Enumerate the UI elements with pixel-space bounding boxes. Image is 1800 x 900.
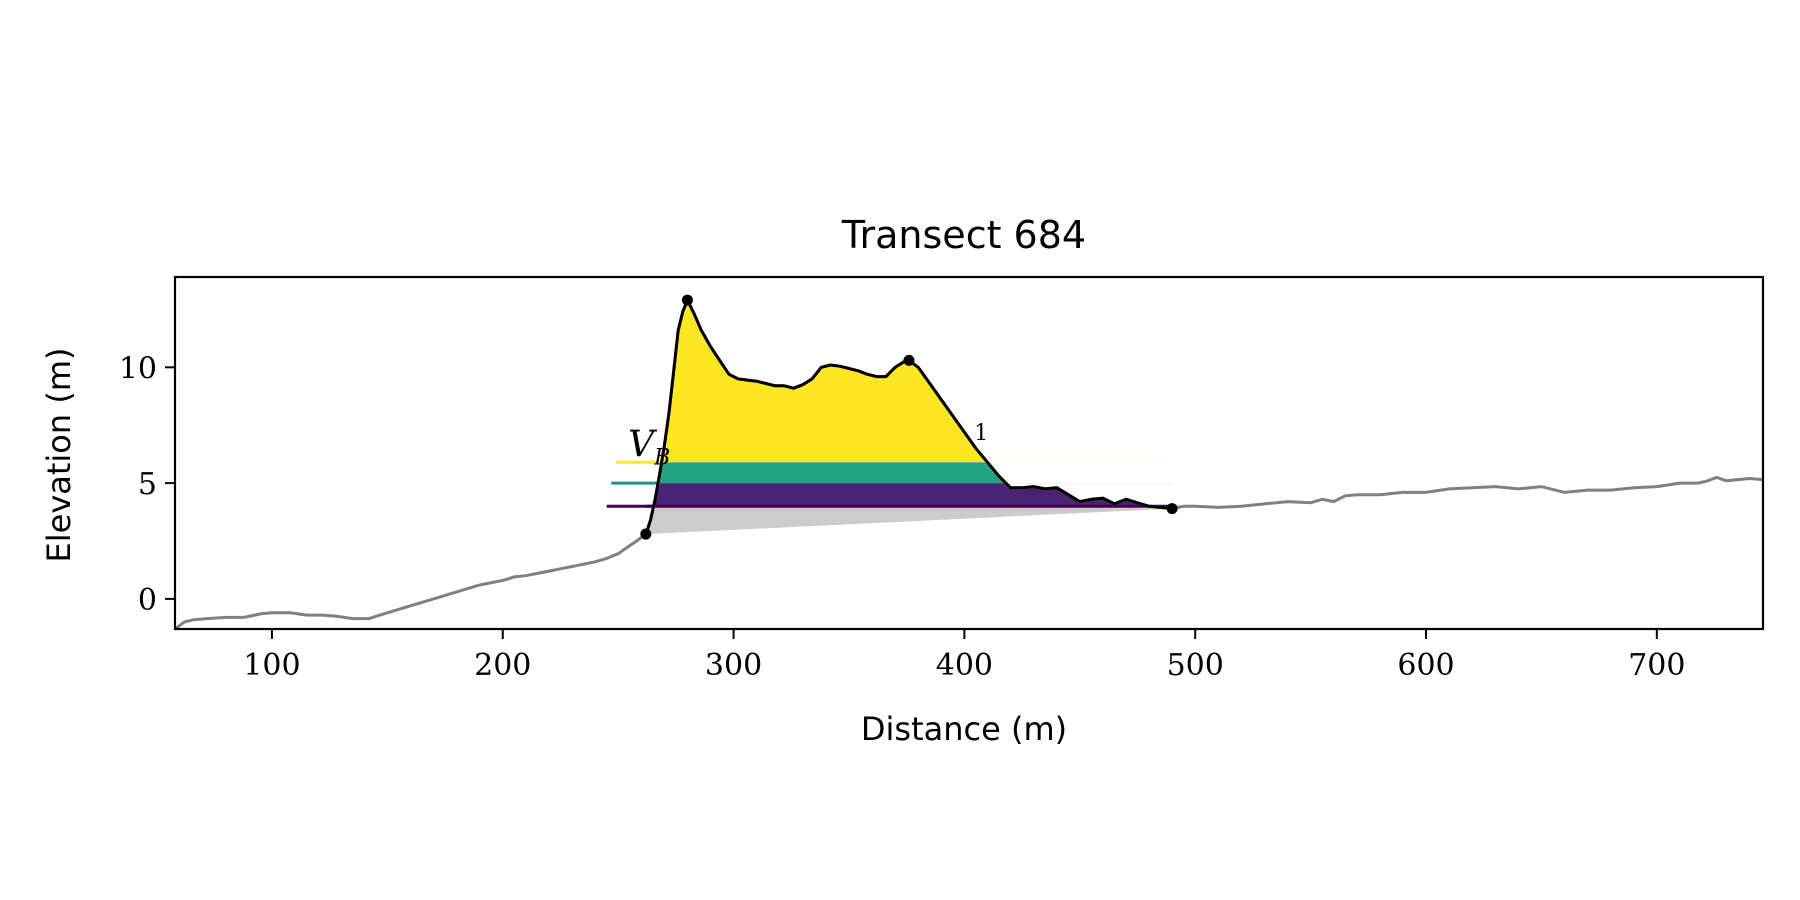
x-tick-label: 700 [1628,648,1685,683]
profile-line-dune [644,298,1173,535]
fill-gray [645,506,1173,535]
x-tick-label: 300 [705,648,762,683]
vb-label: VB [628,424,670,470]
y-axis-ticks: 0 5 10 [119,351,175,618]
y-tick-label: 5 [138,467,157,502]
x-axis-ticks: 100 200 300 400 500 600 700 [243,629,1685,683]
y-axis-label: Elevation (m) [40,348,78,563]
x-tick-label: 600 [1397,648,1454,683]
x-tick-label: 200 [474,648,531,683]
secondary-crest-point [903,354,915,366]
dune-crest-point [681,294,693,306]
y-tick-label: 0 [138,583,157,618]
x-axis-label: Distance (m) [861,710,1067,748]
x-tick-label: 500 [1167,648,1224,683]
plot-area: VB 1 [173,275,1765,631]
chart-title: Transect 684 [841,213,1086,257]
x-tick-label: 400 [936,648,993,683]
dune-heel-point [1166,503,1178,515]
fill-yellow [661,300,988,463]
fill-teal [645,462,1173,484]
level-label-1: 1 [974,421,988,446]
x-tick-label: 100 [243,648,300,683]
y-tick-label: 10 [119,351,157,386]
axes-frame [173,275,1765,631]
dune-toe-point [640,528,652,540]
